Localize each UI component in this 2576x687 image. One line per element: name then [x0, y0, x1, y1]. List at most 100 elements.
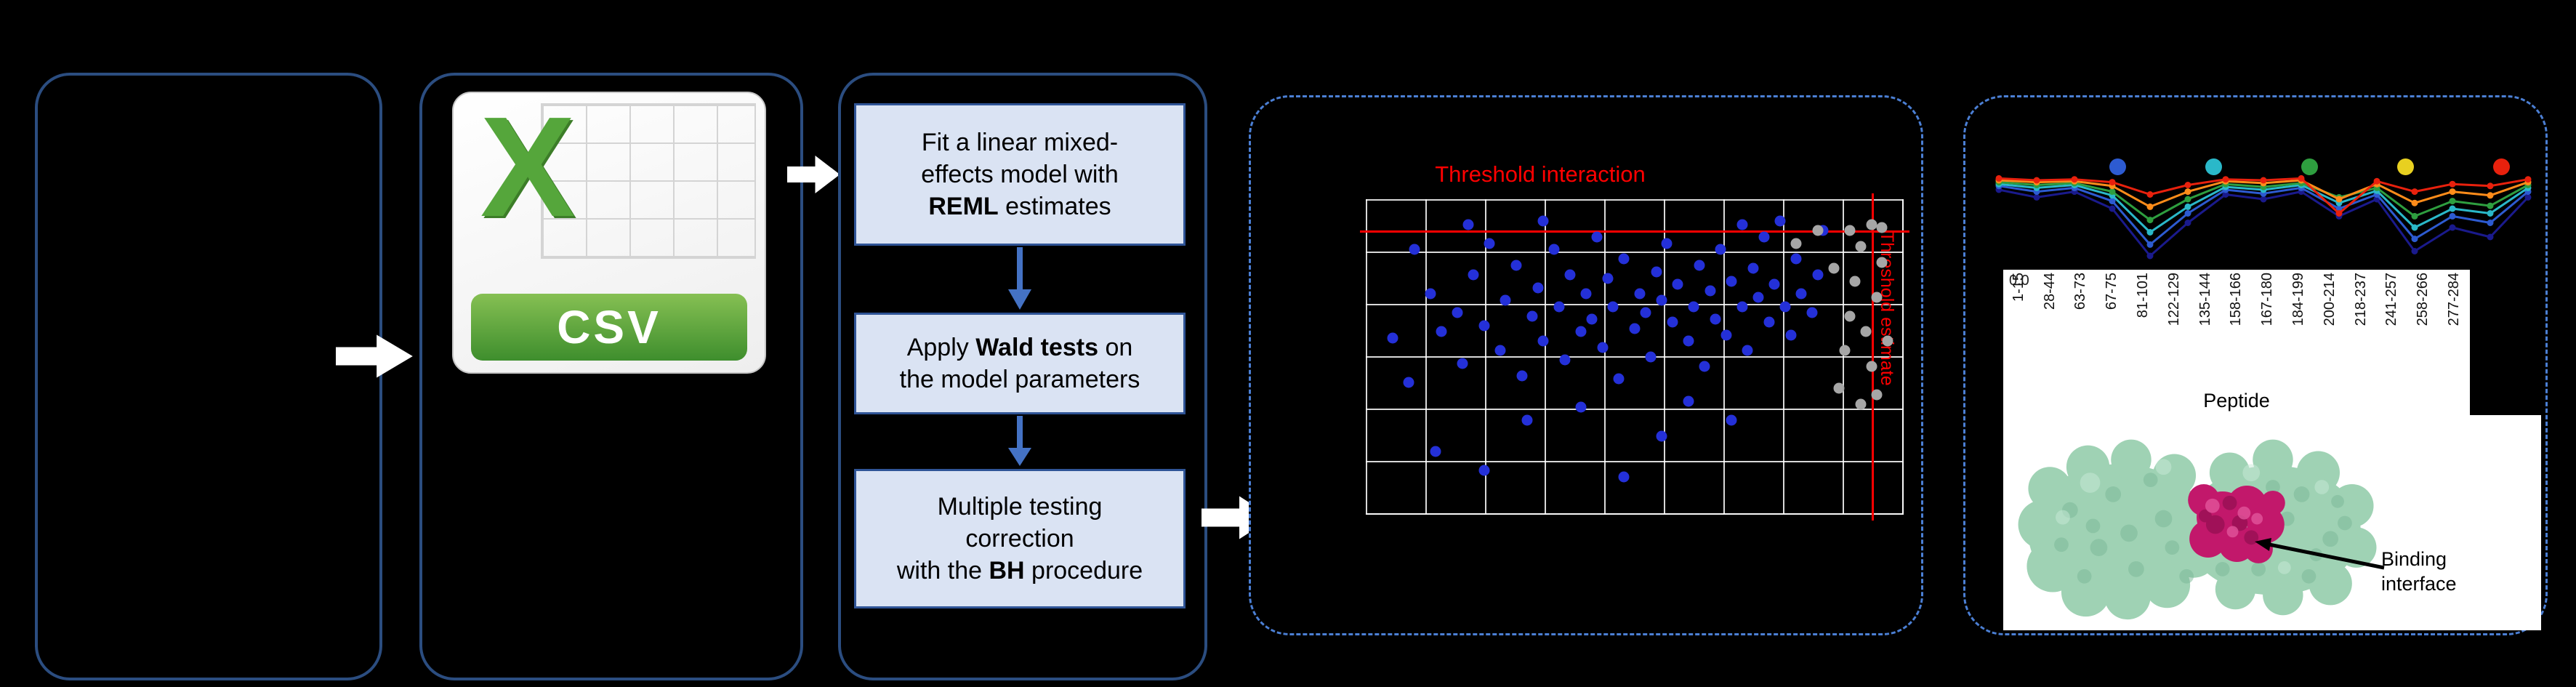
threshold-estimate-label: Threshold estimate [1877, 231, 1897, 386]
scatter-point [1580, 288, 1592, 300]
scatter-point [1876, 257, 1888, 268]
binding-interface-label: Binding interface [2381, 548, 2457, 595]
scatter-point [1812, 225, 1824, 236]
scatter-point [1645, 351, 1657, 363]
legend-dot [2493, 158, 2510, 175]
peptide-tick-labels: 1-15 28-44 63-73 67-75 81-101 122-129 135-144 1… [2003, 273, 2470, 379]
csv-page: X CSV [452, 87, 766, 374]
scatter-point [1575, 326, 1587, 337]
scatter-point [1468, 269, 1479, 281]
scatter-point [1876, 222, 1888, 233]
step-fit-mixed-model: Fit a linear mixed-effects model with REM… [854, 103, 1186, 246]
legend-dot [2397, 158, 2414, 175]
scatter-point [1828, 262, 1840, 274]
scatter-point [1500, 294, 1511, 306]
scatter-point [1656, 430, 1667, 441]
scatter-point [1785, 329, 1797, 341]
scatter-plot-area: Threshold interaction Threshold estimate [1360, 161, 1909, 521]
scatter-point [1806, 307, 1818, 318]
scatter-point [1510, 260, 1522, 271]
peptide-tick: 158-166 [2228, 273, 2245, 326]
scatter-point [1403, 377, 1414, 388]
threshold-vline [1871, 193, 1874, 521]
scatter-point [1704, 285, 1716, 297]
peptide-tick: 63-73 [2072, 273, 2089, 310]
scatter-point [1484, 238, 1495, 249]
scatter-point [1409, 244, 1420, 255]
scatter-result-panel: Threshold interaction Threshold estimate [1249, 95, 1923, 635]
excel-x-letter: X [480, 87, 576, 246]
flow-arrow-right-1 [336, 334, 413, 378]
legend-dot [2205, 158, 2222, 175]
scatter-point [1688, 301, 1699, 313]
input-data-box [35, 73, 382, 680]
axis-labels-panel: 0.0 1-15 28-44 63-73 67-75 81-101 122-129 135-… [2003, 270, 2470, 415]
scatter-point [1387, 332, 1398, 344]
scatter-point [1667, 316, 1678, 328]
scatter-point [1457, 358, 1468, 369]
scatter-point [1586, 313, 1598, 325]
scatter-point [1742, 345, 1753, 356]
csv-box: X CSV [419, 73, 803, 680]
scatter-point [1602, 273, 1614, 284]
peptide-profile-chart [1995, 174, 2532, 260]
scatter-point [1747, 262, 1759, 274]
scatter-point [1462, 219, 1474, 230]
scatter-point [1752, 292, 1764, 303]
scatter-point [1656, 294, 1667, 306]
spreadsheet-grid [541, 103, 756, 259]
peptide-tick: 218-237 [2352, 273, 2369, 326]
scatter-point [1430, 446, 1441, 457]
scatter-point [1537, 215, 1549, 227]
scatter-point [1768, 278, 1780, 290]
scatter-point [1532, 282, 1544, 294]
scatter-point [1618, 253, 1630, 265]
threshold-interaction-label: Threshold interaction [1435, 161, 1646, 187]
scatter-point [1710, 313, 1721, 325]
scatter-point [1726, 276, 1737, 287]
scatter-point [1758, 231, 1770, 243]
down-arrow-1 [1008, 247, 1031, 310]
binding-interface-arrow [2255, 538, 2385, 570]
scatter-point [1672, 278, 1683, 290]
legend-dot [2109, 158, 2126, 175]
down-arrow-2 [1008, 416, 1031, 466]
legend-dot [2301, 158, 2318, 175]
scatter-point [1844, 310, 1856, 322]
peptide-tick: 277-284 [2446, 273, 2463, 326]
scatter-point [1607, 301, 1619, 313]
scatter-point [1683, 335, 1694, 347]
peptide-tick: 135-144 [2197, 273, 2213, 326]
scatter-point [1559, 354, 1571, 366]
peptide-tick: 241-257 [2383, 273, 2400, 326]
scatter-point [1720, 329, 1732, 341]
scatter-point [1795, 288, 1807, 300]
scatter-point [1726, 414, 1737, 426]
peptide-tick: 258-266 [2415, 273, 2431, 326]
csv-file-icon: X CSV [452, 87, 766, 374]
scatter-point [1882, 335, 1893, 347]
scatter-point [1651, 266, 1662, 278]
scatter-point [1494, 345, 1506, 356]
scatter-point [1553, 301, 1565, 313]
scatter-point [1629, 323, 1641, 334]
peptide-tick: 28-44 [2041, 273, 2058, 310]
peptide-tick: 122-129 [2165, 273, 2182, 326]
flow-arrow-right-2 [787, 156, 840, 193]
scatter-point [1478, 320, 1490, 332]
scatter-point [1855, 398, 1867, 410]
scatter-point [1833, 382, 1845, 394]
scatter-point [1715, 244, 1726, 255]
scatter-point [1790, 238, 1802, 249]
scatter-point [1526, 310, 1538, 322]
scatter-point [1866, 361, 1877, 372]
scatter-point [1597, 342, 1609, 353]
scatter-point [1634, 288, 1646, 300]
scatter-point [1844, 225, 1856, 236]
step-bh-correction: Multiple testing correction with the BH pr… [854, 469, 1186, 608]
scatter-point [1839, 345, 1851, 356]
y-axis-tick: 0.0 [2009, 273, 2029, 289]
scatter-point [1575, 401, 1587, 413]
scatter-point [1425, 288, 1436, 300]
scatter-point [1774, 215, 1786, 227]
